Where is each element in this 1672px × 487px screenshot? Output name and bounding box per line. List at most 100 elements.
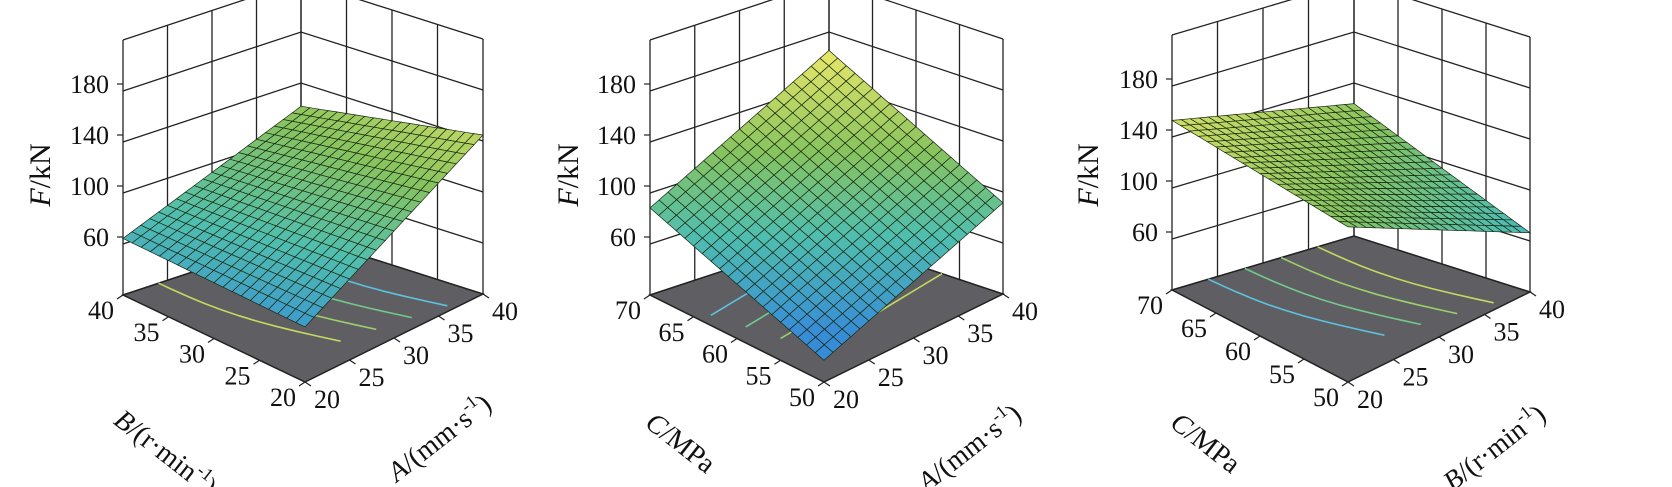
right-tick [393,337,401,343]
z-tick-label: 60 [610,223,636,252]
left-tick [1297,358,1305,364]
right-axis: 20 25 30 35 40 [823,293,1038,414]
right-tick-label: 40 [1539,295,1565,324]
left-tick-label: 60 [1225,337,1251,366]
z-axis-label: F/kN [24,143,57,207]
right-tick [482,293,490,299]
left-tick [298,381,306,387]
right-axis-label: A/(mm·s-1) [378,385,498,487]
left-tick [774,359,781,365]
contour-line [1317,246,1494,304]
z-axis: 60 100 140 180 F/kN [552,70,650,252]
left-tick [1209,312,1217,318]
left-tick-label: 55 [746,361,772,390]
left-tick [207,338,215,343]
z-tick-label: 100 [1119,167,1158,196]
z-tick-label: 60 [83,223,109,252]
left-axis-label: C/MPa [639,407,721,481]
z-tick-label: 100 [597,172,636,201]
wall-hline [649,31,1004,92]
left-axis-label: C/MPa [1164,407,1246,481]
surface-plot-2: 60 100 140 180 F/kN 70 65 60 55 50 20 25 30 35 40 C/MPa… [552,0,1038,487]
left-axis: 70 65 60 55 50 [615,294,825,412]
left-tick [730,338,738,343]
wall-hline [122,0,484,41]
right-tick-label: 30 [1448,340,1474,369]
z-axis-label: F/kN [552,143,585,207]
z-axis: 60 100 140 180 F/kN [1072,65,1172,247]
right-tick [868,359,876,365]
right-tick-label: 25 [878,363,904,392]
right-axis-label: B/(r·min-1) [1435,396,1552,487]
left-tick-label: 55 [1269,360,1295,389]
left-tick [253,359,260,365]
left-tick-label: 35 [134,318,160,347]
right-axis: 20 25 30 35 40 [304,293,518,414]
surface-cell [1337,221,1359,228]
right-tick-label: 30 [403,341,429,370]
surface [649,49,1004,361]
right-tick [957,315,965,321]
left-tick [162,316,169,322]
right-tick [1529,291,1537,297]
wall-hline [649,0,1004,41]
z-tick-label: 180 [1119,65,1158,94]
right-tick [438,315,445,321]
z-axis-label: F/kN [1072,143,1105,207]
wall-hline [122,31,484,92]
left-tick-label: 65 [659,318,685,347]
right-tick-label: 25 [359,363,385,392]
right-tick [1484,314,1491,319]
left-tick-label: 25 [225,361,251,390]
surface-plot-3: 60 100 140 180 F/kN 70 65 60 55 50 20 25 30 35 40 C/MPa… [1072,0,1565,487]
right-tick-label: 35 [967,319,993,348]
z-tick-label: 140 [597,121,636,150]
left-tick [687,316,694,322]
surface [122,105,484,328]
right-tick [1438,336,1446,342]
z-tick-label: 60 [1132,218,1158,247]
z-tick-label: 140 [1119,116,1158,145]
right-tick-label: 40 [492,297,518,326]
right-tick [823,381,831,387]
right-tick-label: 20 [1357,385,1383,414]
z-tick-label: 100 [70,172,109,201]
left-tick-label: 70 [1137,291,1163,320]
left-tick-label: 50 [1313,383,1339,412]
right-tick-label: 30 [923,341,949,370]
left-tick [643,294,651,300]
wall-hline [1171,0,1531,38]
left-tick-label: 65 [1181,314,1207,343]
contour-line [1280,256,1458,315]
right-tick-label: 25 [1403,363,1429,392]
z-tick-label: 180 [70,70,109,99]
left-tick-label: 70 [615,296,641,325]
left-tick [116,294,124,300]
right-tick [1002,293,1010,299]
contour-line [158,282,341,342]
right-tick-label: 35 [448,319,474,348]
right-tick [349,359,356,365]
z-axis: 60 100 140 180 F/kN [24,70,123,252]
right-tick [913,337,920,343]
left-tick [1165,289,1173,295]
wall-hline [1171,31,1531,89]
z-tick-label: 180 [597,70,636,99]
left-axis-label: B/(r·min-1) [108,401,225,487]
left-tick-label: 60 [702,340,728,369]
left-tick [817,381,825,387]
surface-cell [814,344,834,361]
right-tick-label: 40 [1012,297,1038,326]
right-tick-label: 20 [833,385,859,414]
left-tick [1253,335,1261,341]
surface [1170,103,1532,234]
left-tick-label: 50 [789,383,815,412]
contour-line [1244,267,1421,326]
contour-line [1208,278,1385,336]
right-axis-label: A/(mm·s-1) [908,395,1028,487]
surface-cell [295,312,315,328]
left-tick-label: 30 [179,340,205,369]
z-tick-label: 140 [70,121,109,150]
